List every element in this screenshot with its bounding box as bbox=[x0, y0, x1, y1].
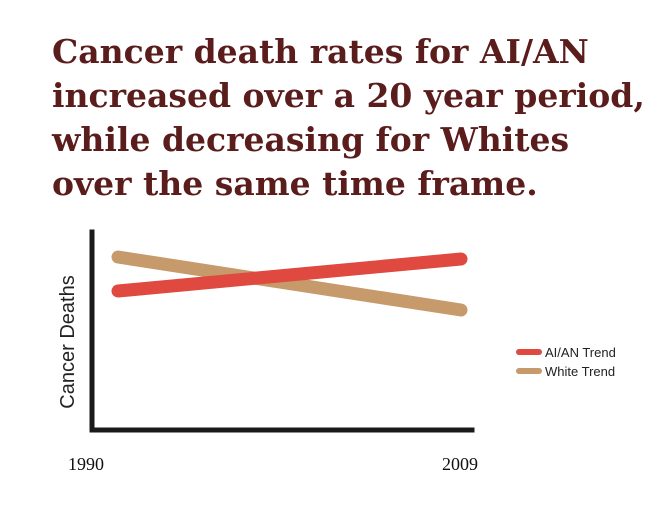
legend-label-aian: AI/AN Trend bbox=[545, 345, 616, 360]
series-line-white bbox=[111, 250, 468, 317]
y-axis-label: Cancer Deaths bbox=[57, 275, 79, 408]
series-line-aian bbox=[111, 252, 468, 298]
x-tick-label-start: 1990 bbox=[68, 454, 104, 474]
chart-title: Cancer death rates for AI/AN increased o… bbox=[52, 32, 645, 203]
x-tick-label-end: 2009 bbox=[442, 454, 478, 474]
series-group bbox=[111, 250, 468, 317]
legend-label-white: White Trend bbox=[545, 364, 615, 379]
legend: AI/AN Trend White Trend bbox=[516, 345, 616, 379]
